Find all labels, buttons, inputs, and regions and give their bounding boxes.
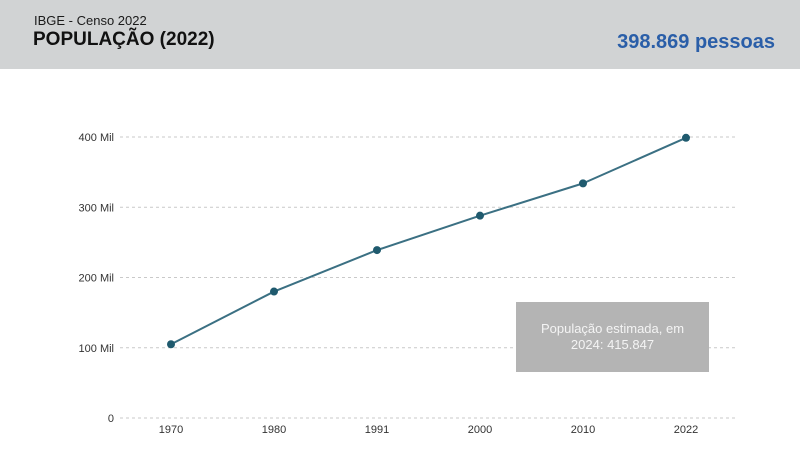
y-tick-label-1: 100 Mil: [79, 343, 114, 355]
population-total: 398.869 pessoas: [617, 31, 775, 53]
data-markers: [167, 133, 690, 349]
x-tick-label-2000: 2000: [468, 424, 492, 436]
data-point-2000: [476, 211, 484, 220]
data-point-1991: [373, 246, 381, 255]
data-point-2022: [682, 133, 690, 142]
x-tick-label-2010: 2010: [571, 424, 595, 436]
y-tick-label-3: 300 Mil: [79, 202, 114, 214]
data-point-1970: [167, 340, 175, 349]
series-line: [170, 136, 687, 346]
header-bar: IBGE - Censo 2022 POPULAÇÃO (2022) 398.8…: [0, 0, 800, 69]
x-tick-label-1980: 1980: [262, 424, 286, 436]
y-tick-label-2: 200 Mil: [79, 273, 114, 285]
x-tick-label-1991: 1991: [365, 424, 389, 436]
estimate-note-text: População estimada, em 2024: 415.847: [540, 321, 685, 352]
x-axis-ticks: 1970 1980 1991 2000 2010 2022: [159, 424, 698, 436]
source-subtitle: IBGE - Censo 2022: [34, 13, 147, 28]
x-tick-label-2022: 2022: [674, 424, 698, 436]
data-point-1980: [270, 287, 278, 296]
x-tick-label-1970: 1970: [159, 424, 183, 436]
y-axis-ticks: 0 100 Mil 200 Mil 300 Mil 400 Mil: [79, 132, 114, 425]
gridlines: [120, 136, 738, 419]
y-tick-label-0: 0: [108, 413, 114, 425]
series-population: [170, 136, 687, 346]
page-title: POPULAÇÃO (2022): [33, 29, 215, 50]
data-point-2010: [579, 179, 587, 188]
estimate-note: População estimada, em 2024: 415.847: [516, 302, 709, 372]
y-tick-label-4: 400 Mil: [79, 132, 114, 144]
